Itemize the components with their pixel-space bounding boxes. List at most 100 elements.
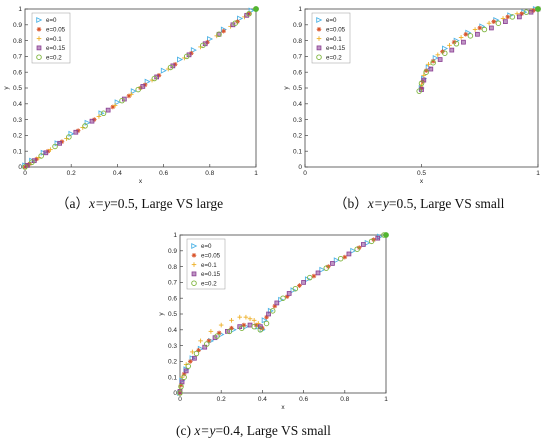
- chart-c-legend: e=0 e=0.05 e=0.1 e=0.15 e=0.2: [186, 238, 226, 290]
- chart-b-legend: e=0 e=0.05 e=0.1 e=0.15 e=0.2: [311, 12, 351, 64]
- data-point-series-1: [311, 273, 317, 279]
- caption-c-prefix: (c): [176, 423, 195, 438]
- x-tick-label: 1: [254, 170, 258, 177]
- data-point-series-4: [246, 10, 252, 17]
- data-point-series-0: [207, 35, 214, 43]
- data-point-endpoint: [383, 232, 389, 238]
- data-point-series-1: [297, 283, 302, 288]
- chart-a-axes: 0 0.2 0.4 0.6 0.8 1 0 0.1 0.2 0.3 0.4 0.5 0.6 0.7 0.8 0…: [3, 6, 258, 185]
- data-point-series-4: [82, 123, 88, 129]
- data-point-series-4: [135, 86, 141, 93]
- chart-c-points: [177, 232, 389, 397]
- data-point-series-1: [235, 19, 240, 24]
- data-point-series-1: [126, 93, 132, 99]
- chart-a-legend: e=0 e=0.05 e=0.1 e=0.15 e=0.2: [31, 12, 71, 64]
- data-point-series-2: [112, 103, 118, 108]
- data-point-series-3: [517, 14, 522, 20]
- legend-marker: [191, 262, 197, 267]
- x-tick-label: 0.2: [217, 396, 226, 403]
- y-tick-label: 0.2: [168, 359, 177, 366]
- data-point-series-2: [247, 316, 253, 322]
- legend-label: e=0.2: [201, 280, 217, 287]
- legend-label: e=0.05: [326, 27, 346, 34]
- data-point-series-4: [523, 9, 530, 15]
- data-point-series-2: [435, 52, 441, 58]
- caption-c-var: x=y: [194, 423, 216, 438]
- y-axis-label: y: [158, 312, 165, 316]
- y-tick-label: 1: [173, 232, 177, 239]
- y-tick-label: 0: [298, 164, 302, 171]
- caption-b: （b）x=y=0.5, Large VS small: [334, 192, 504, 212]
- chart-a-points: [22, 6, 259, 170]
- data-point-series-2: [447, 43, 452, 48]
- data-point-series-1: [188, 359, 193, 364]
- y-tick-label: 0.5: [168, 311, 177, 318]
- data-point-series-2: [237, 314, 243, 320]
- data-point-series-4: [269, 308, 276, 314]
- legend-marker: [191, 242, 198, 250]
- data-point-series-4: [66, 134, 72, 140]
- data-point-series-4: [151, 75, 158, 82]
- y-tick-label: 0.4: [13, 101, 22, 108]
- data-point-series-4: [193, 350, 200, 357]
- data-point-endpoint: [253, 6, 259, 12]
- x-tick-label: 1: [536, 170, 540, 177]
- data-point-series-2: [128, 92, 134, 97]
- data-point-series-4: [100, 110, 107, 117]
- legend-label: e=0.05: [46, 27, 66, 34]
- data-point-series-4: [307, 274, 313, 281]
- data-point-series-3: [43, 150, 49, 156]
- data-point-series-3: [428, 66, 434, 72]
- data-point-series-0: [190, 47, 197, 54]
- data-point-series-4: [280, 295, 286, 301]
- data-point-series-1: [477, 25, 483, 31]
- data-point-series-3: [140, 84, 146, 89]
- data-point-series-3: [301, 280, 306, 285]
- data-point-series-2: [218, 322, 224, 328]
- data-point-series-3: [449, 47, 455, 53]
- caption-a-var: x=y: [89, 196, 111, 211]
- legend-marker: [316, 27, 322, 32]
- data-point-series-3: [192, 355, 197, 361]
- legend-label: e=0.15: [201, 271, 221, 278]
- caption-b-rest: =0.5, Large VS small: [388, 196, 505, 211]
- data-point-series-4: [181, 374, 187, 380]
- y-axis-label: y: [3, 86, 10, 90]
- x-axis-label: x: [139, 178, 143, 185]
- legend-marker: [36, 27, 42, 32]
- y-tick-label: 0.1: [168, 374, 177, 381]
- x-tick-label: 0.8: [205, 170, 214, 177]
- chart-c-axes: 0 0.2 0.4 0.6 0.8 1 0 0.1 0.2 0.3 0.4 0.5 0.6 0.7 0.8 0…: [158, 232, 388, 411]
- data-point-series-4: [495, 20, 502, 26]
- y-tick-label: 0.8: [293, 38, 302, 45]
- data-point-series-3: [274, 300, 280, 306]
- legend-marker: [191, 271, 197, 277]
- data-point-series-0: [261, 317, 268, 324]
- data-point-series-4: [467, 33, 474, 39]
- data-point-series-2: [426, 62, 431, 67]
- y-tick-label: 0.9: [293, 22, 302, 29]
- legend-label: e=0: [326, 17, 337, 24]
- x-axis-label: x: [420, 178, 424, 185]
- chart-b: 0 0.5 1 0 0.1 0.2 0.3 0.4 0.5 0.6 0.7 0.8 0.9 1 x y e=0…: [283, 5, 541, 185]
- data-point-series-4: [323, 265, 330, 271]
- data-point-series-2: [243, 314, 249, 320]
- data-point-series-1: [491, 19, 497, 24]
- x-tick-label: 0: [23, 170, 27, 177]
- data-point-series-1: [423, 68, 429, 73]
- data-point-series-4: [423, 69, 429, 75]
- data-point-series-4: [257, 327, 264, 333]
- data-point-series-4: [251, 323, 257, 330]
- legend-label: e=0.1: [326, 36, 342, 43]
- data-point-series-4: [178, 383, 184, 390]
- data-point-series-4: [418, 80, 425, 87]
- data-point-series-3: [528, 9, 534, 15]
- data-point-series-3: [475, 31, 480, 37]
- data-point-series-3: [346, 251, 352, 257]
- data-point-series-1: [221, 28, 226, 34]
- data-point-series-3: [489, 25, 494, 31]
- y-tick-label: 0.4: [168, 327, 177, 334]
- data-point-series-0: [144, 78, 151, 85]
- y-tick-label: 1: [298, 6, 302, 13]
- caption-a: （a）x=y=0.5, Large VS large: [56, 192, 223, 212]
